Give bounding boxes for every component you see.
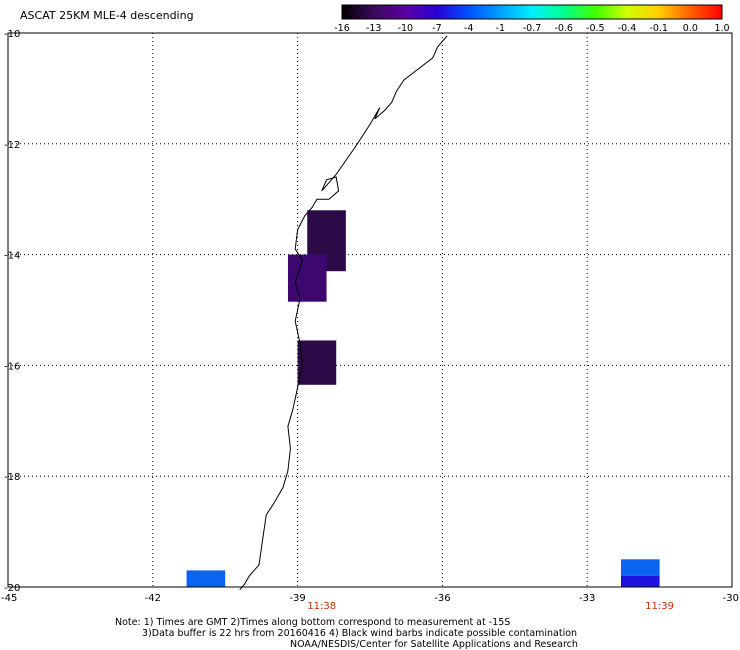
mle-cells [186,210,660,587]
coastline [239,35,448,591]
map-title: ASCAT 25KM MLE-4 descending [20,9,194,22]
color-scale-label: -4 [464,23,473,34]
longitude-label: -30 [723,593,739,604]
longitude-label: -42 [145,593,161,604]
color-scale-label: -16 [334,23,350,34]
mle-cell [620,575,660,587]
note-line-1: Note: 1) Times are GMT 2)Times along bot… [115,617,511,628]
color-scale-label: -10 [398,23,414,34]
color-scale-gradient [341,4,723,20]
mle-cell [186,570,226,587]
color-scale-label: -0.7 [523,23,542,34]
time-label: 11:39 [645,601,674,612]
color-scale-label: -7 [432,23,441,34]
mle-cell [297,340,337,385]
time-labels: 11:38 11:39 [307,601,674,612]
latitude-label: -14 [4,251,20,262]
mle-cell [620,559,660,576]
color-scale-label: 0.0 [683,23,698,34]
longitude-labels: -45 -42 -39 -36 -33 -30 [1,593,739,604]
longitude-label: -45 [1,593,17,604]
color-scale-label: -13 [366,23,382,34]
latitude-label: -12 [4,140,20,151]
latitude-label: -16 [4,361,20,372]
grid-lines [8,33,732,587]
longitude-label: -36 [434,593,450,604]
credit-line: NOAA/NESDIS/Center for Satellite Applica… [290,639,578,650]
color-scale-bar: -16 -13 -10 -7 -4 -1 -0.7 -0.6 -0.5 -0.4 -0.1 0.0 1.… [334,4,730,34]
color-scale-label: -0.6 [554,23,573,34]
mle-cell [287,254,327,302]
color-scale-label: -0.1 [649,23,668,34]
color-scale-label: -0.5 [586,23,605,34]
color-scale-label: -1 [496,23,505,34]
map-frame [7,32,733,588]
note-line-2: 3)Data buffer is 22 hrs from 20160416 4)… [142,628,578,639]
longitude-label: -39 [289,593,305,604]
color-scale-label: 1.0 [714,23,729,34]
latitude-label: -20 [4,583,20,594]
latitude-labels: -10 -12 -14 -16 -18 -20 [4,29,20,594]
latitude-label: -18 [4,472,20,483]
latitude-label: -10 [4,29,20,40]
longitude-label: -33 [579,593,595,604]
time-label: 11:38 [307,601,336,612]
color-scale-label: -0.4 [618,23,637,34]
